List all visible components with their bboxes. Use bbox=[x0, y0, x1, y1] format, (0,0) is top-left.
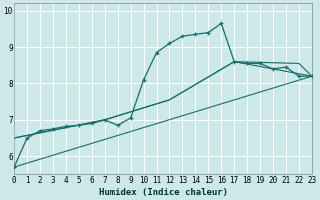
X-axis label: Humidex (Indice chaleur): Humidex (Indice chaleur) bbox=[99, 188, 228, 197]
